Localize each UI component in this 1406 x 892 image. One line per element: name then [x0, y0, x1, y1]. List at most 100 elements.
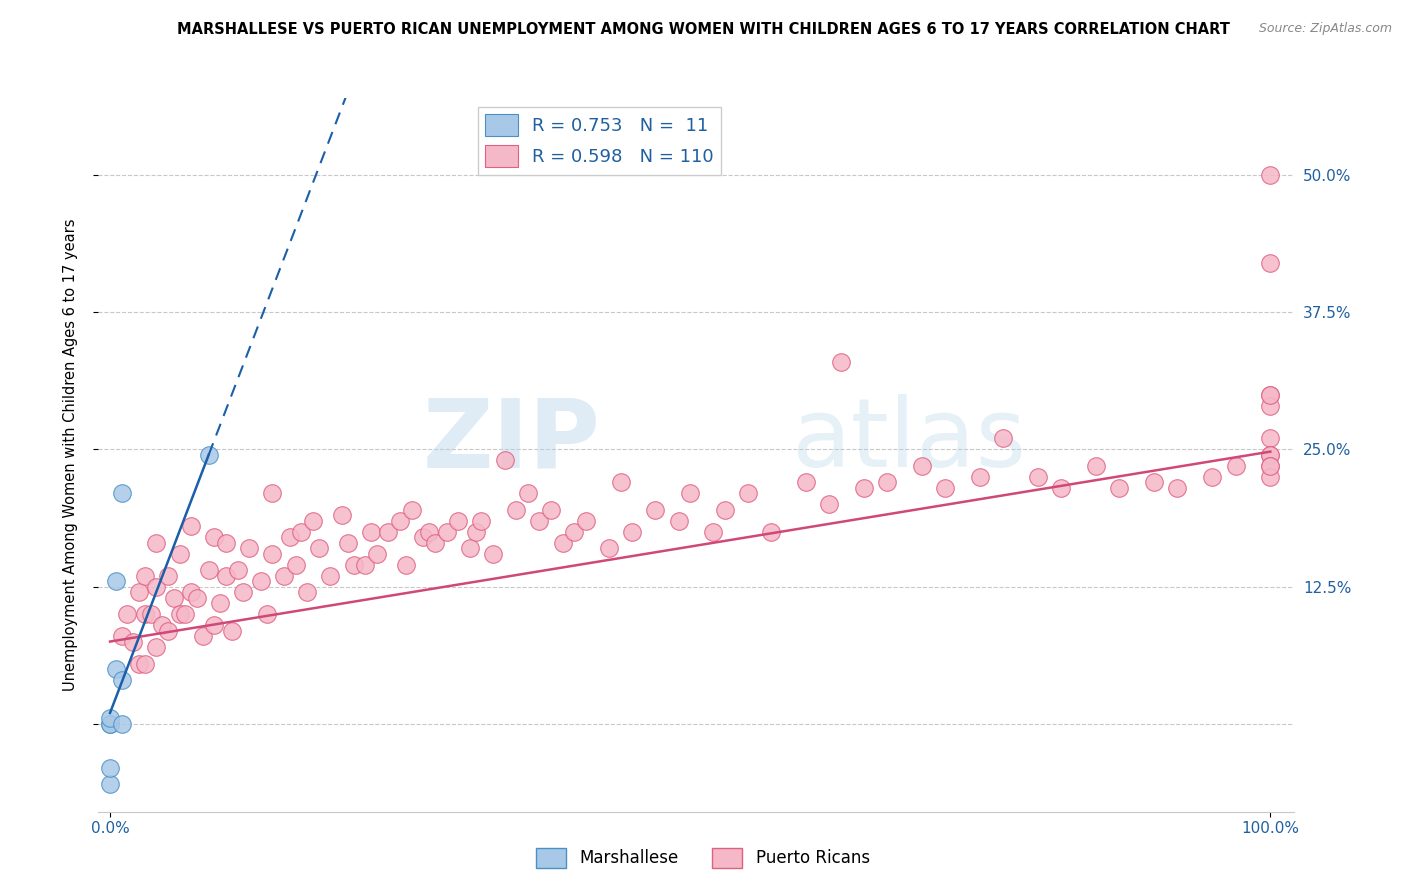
- Point: [111, 629, 134, 643]
- Point: [668, 514, 690, 528]
- Text: MARSHALLESE VS PUERTO RICAN UNEMPLOYMENT AMONG WOMEN WITH CHILDREN AGES 6 TO 17 : MARSHALLESE VS PUERTO RICAN UNEMPLOYMENT…: [177, 22, 1229, 37]
- Point: [1050, 481, 1073, 495]
- Point: [1225, 458, 1247, 473]
- Point: [1258, 448, 1281, 462]
- Point: [134, 568, 156, 582]
- Point: [529, 514, 551, 528]
- Point: [516, 486, 538, 500]
- Point: [702, 524, 724, 539]
- Point: [128, 657, 150, 671]
- Point: [389, 514, 412, 528]
- Point: [1258, 458, 1281, 473]
- Point: [418, 524, 440, 539]
- Point: [204, 530, 226, 544]
- Point: [644, 503, 666, 517]
- Point: [117, 607, 139, 621]
- Point: [482, 547, 505, 561]
- Point: [377, 524, 399, 539]
- Point: [169, 547, 191, 561]
- Point: [447, 514, 470, 528]
- Point: [139, 607, 162, 621]
- Point: [221, 624, 243, 638]
- Point: [174, 607, 197, 621]
- Point: [575, 514, 598, 528]
- Point: [1258, 256, 1281, 270]
- Point: [319, 568, 342, 582]
- Point: [876, 475, 898, 490]
- Point: [464, 524, 486, 539]
- Point: [262, 547, 284, 561]
- Point: [598, 541, 620, 556]
- Point: [111, 717, 134, 731]
- Point: [250, 574, 273, 589]
- Point: [98, 711, 121, 725]
- Point: [128, 585, 150, 599]
- Point: [262, 486, 284, 500]
- Point: [302, 514, 325, 528]
- Point: [180, 585, 202, 599]
- Point: [122, 634, 145, 648]
- Text: ZIP: ZIP: [422, 394, 600, 487]
- Point: [458, 541, 481, 556]
- Point: [104, 662, 127, 676]
- Y-axis label: Unemployment Among Women with Children Ages 6 to 17 years: Unemployment Among Women with Children A…: [63, 219, 77, 691]
- Point: [853, 481, 876, 495]
- Point: [470, 514, 492, 528]
- Point: [354, 558, 377, 572]
- Point: [1258, 448, 1281, 462]
- Point: [679, 486, 702, 500]
- Point: [401, 503, 423, 517]
- Point: [621, 524, 644, 539]
- Point: [1143, 475, 1166, 490]
- Point: [186, 591, 208, 605]
- Point: [609, 475, 631, 490]
- Point: [761, 524, 783, 539]
- Point: [366, 547, 388, 561]
- Point: [330, 508, 353, 523]
- Point: [1201, 470, 1223, 484]
- Point: [98, 717, 121, 731]
- Point: [238, 541, 260, 556]
- Point: [157, 568, 180, 582]
- Point: [505, 503, 527, 517]
- Point: [163, 591, 186, 605]
- Point: [297, 585, 319, 599]
- Point: [290, 524, 312, 539]
- Point: [273, 568, 295, 582]
- Point: [714, 503, 737, 517]
- Point: [395, 558, 418, 572]
- Point: [551, 535, 574, 549]
- Point: [197, 563, 219, 577]
- Point: [1108, 481, 1130, 495]
- Point: [540, 503, 562, 517]
- Point: [150, 618, 173, 632]
- Point: [412, 530, 434, 544]
- Point: [737, 486, 759, 500]
- Legend: R = 0.753   N =  11, R = 0.598   N = 110: R = 0.753 N = 11, R = 0.598 N = 110: [478, 107, 721, 175]
- Point: [1258, 387, 1281, 401]
- Point: [308, 541, 330, 556]
- Point: [794, 475, 817, 490]
- Legend: Marshallese, Puerto Ricans: Marshallese, Puerto Ricans: [530, 841, 876, 875]
- Point: [284, 558, 307, 572]
- Point: [104, 574, 127, 589]
- Point: [145, 640, 167, 654]
- Point: [1258, 168, 1281, 182]
- Point: [169, 607, 191, 621]
- Point: [226, 563, 249, 577]
- Point: [209, 596, 232, 610]
- Point: [336, 535, 359, 549]
- Point: [360, 524, 382, 539]
- Point: [215, 568, 238, 582]
- Point: [423, 535, 446, 549]
- Point: [494, 453, 516, 467]
- Point: [969, 470, 991, 484]
- Point: [1258, 458, 1281, 473]
- Point: [197, 448, 219, 462]
- Point: [256, 607, 278, 621]
- Point: [343, 558, 366, 572]
- Point: [180, 519, 202, 533]
- Point: [98, 717, 121, 731]
- Point: [232, 585, 254, 599]
- Point: [204, 618, 226, 632]
